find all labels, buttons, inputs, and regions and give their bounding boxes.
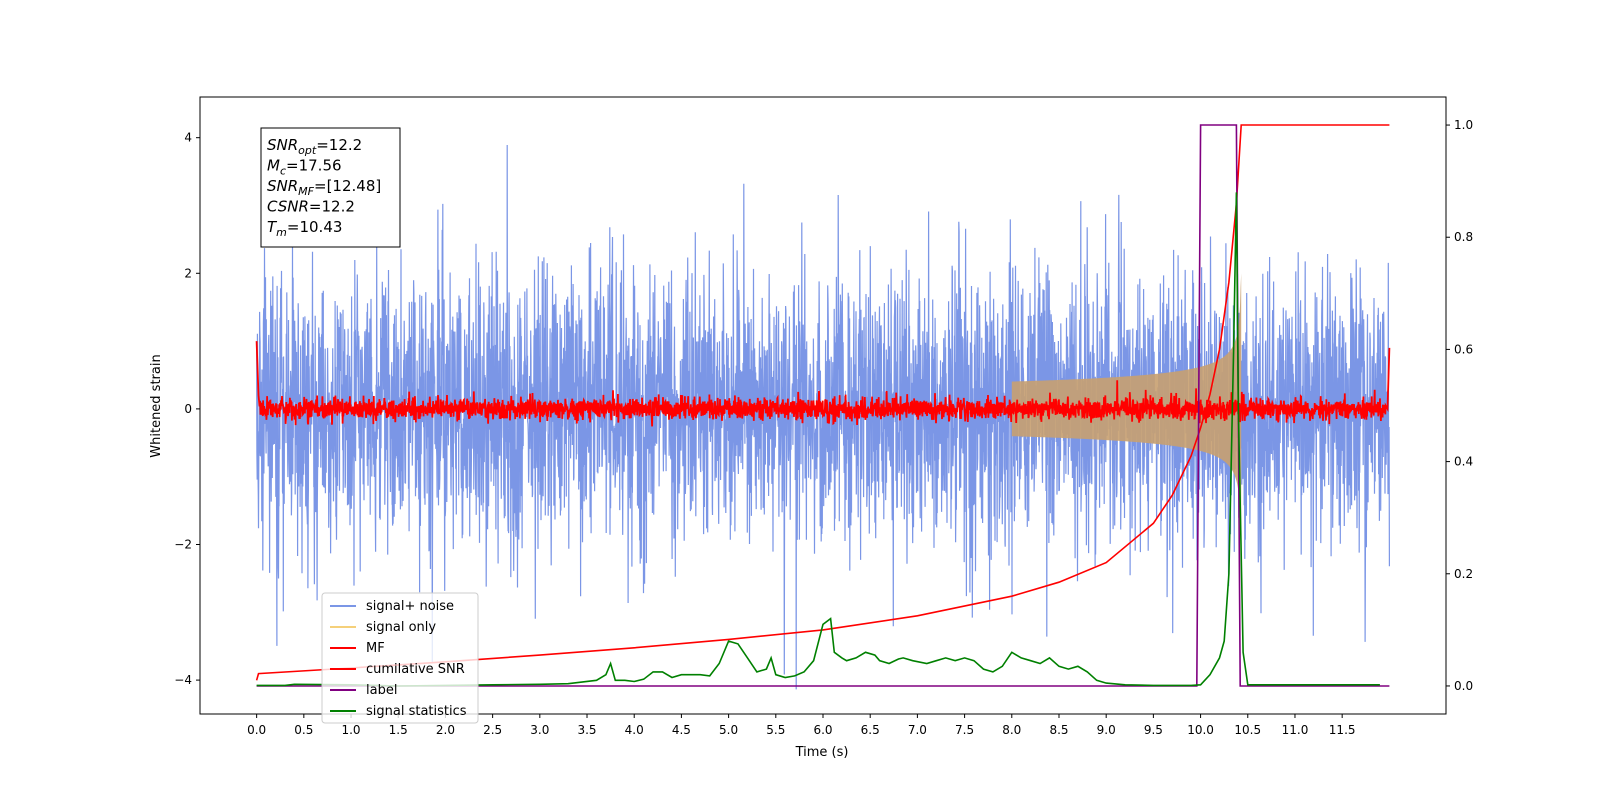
x-tick-label: 1.0	[341, 723, 360, 737]
y-tick-label: 0	[184, 402, 192, 416]
x-tick-label: 10.5	[1234, 723, 1261, 737]
legend-label: signal+ noise	[366, 599, 454, 614]
x-tick-label: 5.0	[719, 723, 738, 737]
plot-area	[255, 124, 1391, 690]
x-tick-label: 11.0	[1282, 723, 1309, 737]
x-tick-label: 6.5	[861, 723, 880, 737]
y-right-tick-label: 0.2	[1454, 567, 1473, 581]
x-axis-label: Time (s)	[795, 745, 849, 760]
series-line	[255, 124, 1390, 681]
annotation-line: SNRopt=12.2	[267, 136, 362, 157]
y-right-tick-label: 1.0	[1454, 118, 1473, 132]
series-line	[256, 192, 1380, 687]
x-tick-label: 3.0	[530, 723, 549, 737]
x-tick-label: 1.5	[389, 723, 408, 737]
x-tick-label: 2.0	[436, 723, 455, 737]
x-tick-label: 0.5	[294, 723, 313, 737]
y-right-tick-label: 0.8	[1454, 230, 1473, 244]
series-line	[256, 124, 1390, 687]
x-tick-label: 5.5	[766, 723, 785, 737]
y-tick-label: 2	[184, 266, 192, 280]
x-tick-label: 8.5	[1049, 723, 1068, 737]
legend-label: signal statistics	[366, 704, 467, 719]
y-right-tick-label: 0.6	[1454, 342, 1473, 356]
y-tick-label: −4	[174, 673, 192, 687]
x-tick-label: 10.0	[1187, 723, 1214, 737]
legend: signal+ noise signal only MF cumilative SNR…	[321, 592, 479, 724]
legend-label: label	[366, 683, 397, 698]
x-tick-label: 6.0	[813, 723, 832, 737]
x-axis: 0.0 0.5 1.0 1.5 2.0 2.5 3.0 3.5 4.0 4.5 5.0 5.5 6.0 6…	[247, 714, 1356, 737]
x-tick-label: 7.5	[955, 723, 974, 737]
x-tick-label: 11.5	[1329, 723, 1356, 737]
y-right-tick-label: 0.4	[1454, 455, 1473, 469]
annotation-line: Tm=10.43	[267, 218, 342, 239]
annotation-line: CSNR=12.2	[267, 198, 355, 216]
legend-label: cumilative SNR	[366, 662, 465, 677]
x-tick-label: 2.5	[483, 723, 502, 737]
legend-label: signal only	[366, 620, 436, 635]
y-tick-label: 4	[184, 131, 192, 145]
legend-label: MF	[366, 641, 385, 656]
y-right-tick-label: 0.0	[1454, 679, 1473, 693]
y-axis-label: Whitened strain	[149, 354, 164, 457]
y-tick-label: −2	[174, 537, 192, 551]
x-tick-label: 4.0	[625, 723, 644, 737]
x-tick-label: 9.0	[1097, 723, 1116, 737]
x-tick-label: 9.5	[1144, 723, 1163, 737]
annotation-box: SNRopt=12.2Mc=17.56SNRMF=[12.48]CSNR=12.…	[260, 127, 401, 248]
y-axis-right: 0.0 0.2 0.4 0.6 0.8 1.0	[1446, 118, 1473, 693]
x-tick-label: 3.5	[577, 723, 596, 737]
annotation-line: Mc=17.56	[267, 157, 342, 178]
x-tick-label: 7.0	[908, 723, 927, 737]
x-tick-label: 8.0	[1002, 723, 1021, 737]
annotation-line: SNRMF=[12.48]	[267, 177, 381, 198]
y-axis-left: −4 −2 0 2 4	[174, 131, 200, 687]
series-line	[256, 144, 1390, 690]
x-tick-label: 4.5	[672, 723, 691, 737]
x-tick-label: 0.0	[247, 723, 266, 737]
